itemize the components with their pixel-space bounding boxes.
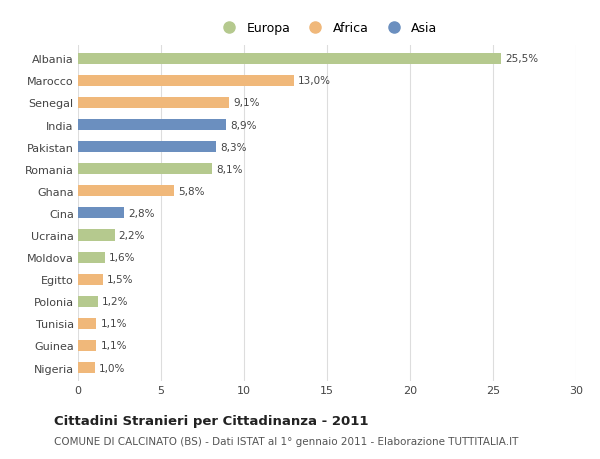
Bar [78, 252, 104, 263]
Text: 2,2%: 2,2% [119, 230, 145, 241]
Text: 8,3%: 8,3% [220, 142, 247, 152]
Bar [78, 340, 96, 351]
Bar [78, 120, 226, 131]
Text: 8,1%: 8,1% [217, 164, 243, 174]
Text: 8,9%: 8,9% [230, 120, 256, 130]
Bar [78, 186, 174, 197]
Bar [78, 296, 98, 307]
Text: 2,8%: 2,8% [128, 208, 155, 218]
Bar [78, 76, 294, 87]
Bar [78, 230, 115, 241]
Text: 1,6%: 1,6% [109, 252, 135, 263]
Bar [78, 274, 103, 285]
Legend: Europa, Africa, Asia: Europa, Africa, Asia [213, 19, 441, 39]
Text: 1,1%: 1,1% [100, 341, 127, 351]
Text: COMUNE DI CALCINATO (BS) - Dati ISTAT al 1° gennaio 2011 - Elaborazione TUTTITAL: COMUNE DI CALCINATO (BS) - Dati ISTAT al… [54, 436, 518, 446]
Bar [78, 208, 124, 219]
Bar [78, 362, 95, 373]
Text: 1,5%: 1,5% [107, 274, 134, 285]
Bar [78, 164, 212, 175]
Text: 5,8%: 5,8% [178, 186, 205, 196]
Text: 13,0%: 13,0% [298, 76, 331, 86]
Text: 1,1%: 1,1% [100, 319, 127, 329]
Text: Cittadini Stranieri per Cittadinanza - 2011: Cittadini Stranieri per Cittadinanza - 2… [54, 414, 368, 428]
Text: 1,2%: 1,2% [102, 297, 128, 307]
Text: 1,0%: 1,0% [99, 363, 125, 373]
Bar [78, 142, 216, 153]
Text: 9,1%: 9,1% [233, 98, 260, 108]
Text: 25,5%: 25,5% [505, 54, 539, 64]
Bar [78, 98, 229, 109]
Bar [78, 318, 96, 329]
Bar [78, 54, 502, 65]
